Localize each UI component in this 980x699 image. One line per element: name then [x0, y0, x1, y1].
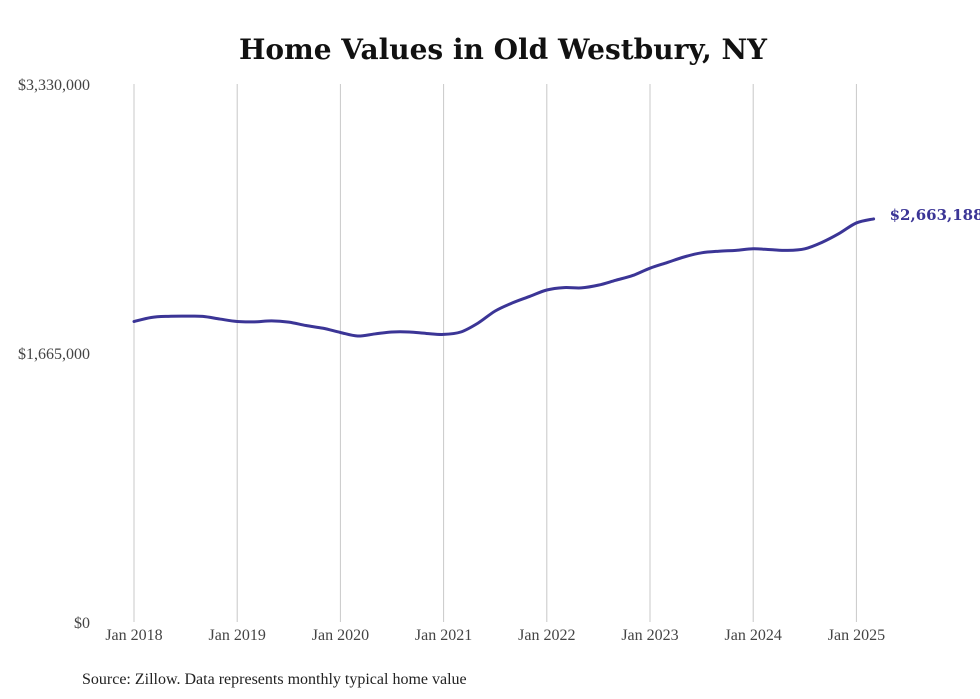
series-layer	[132, 217, 876, 338]
x-tick-label: Jan 2020	[312, 627, 369, 644]
end-value-label: $2,663,188	[890, 206, 980, 224]
source-note: Source: Zillow. Data represents monthly …	[82, 671, 467, 688]
x-tick-label: Jan 2018	[105, 627, 162, 644]
x-axis: Jan 2018 Jan 2019 Jan 2020 Jan 2021 Jan 2022…	[105, 627, 885, 644]
y-axis: $3,330,000 $1,665,000 $0	[18, 77, 90, 632]
grid	[133, 84, 857, 622]
x-tick-label: Jan 2023	[621, 627, 678, 644]
y-tick-label: $3,330,000	[18, 77, 90, 94]
x-tick-label: Jan 2022	[518, 627, 575, 644]
y-tick-label: $0	[74, 615, 90, 632]
x-tick-label: Jan 2019	[209, 627, 266, 644]
chart-title: Home Values in Old Westbury, NY	[239, 33, 768, 66]
x-tick-label: Jan 2025	[828, 627, 885, 644]
x-tick-label: Jan 2024	[725, 627, 782, 644]
x-tick-label: Jan 2021	[415, 627, 472, 644]
home-value-line	[132, 217, 876, 338]
y-tick-label: $1,665,000	[18, 346, 90, 363]
